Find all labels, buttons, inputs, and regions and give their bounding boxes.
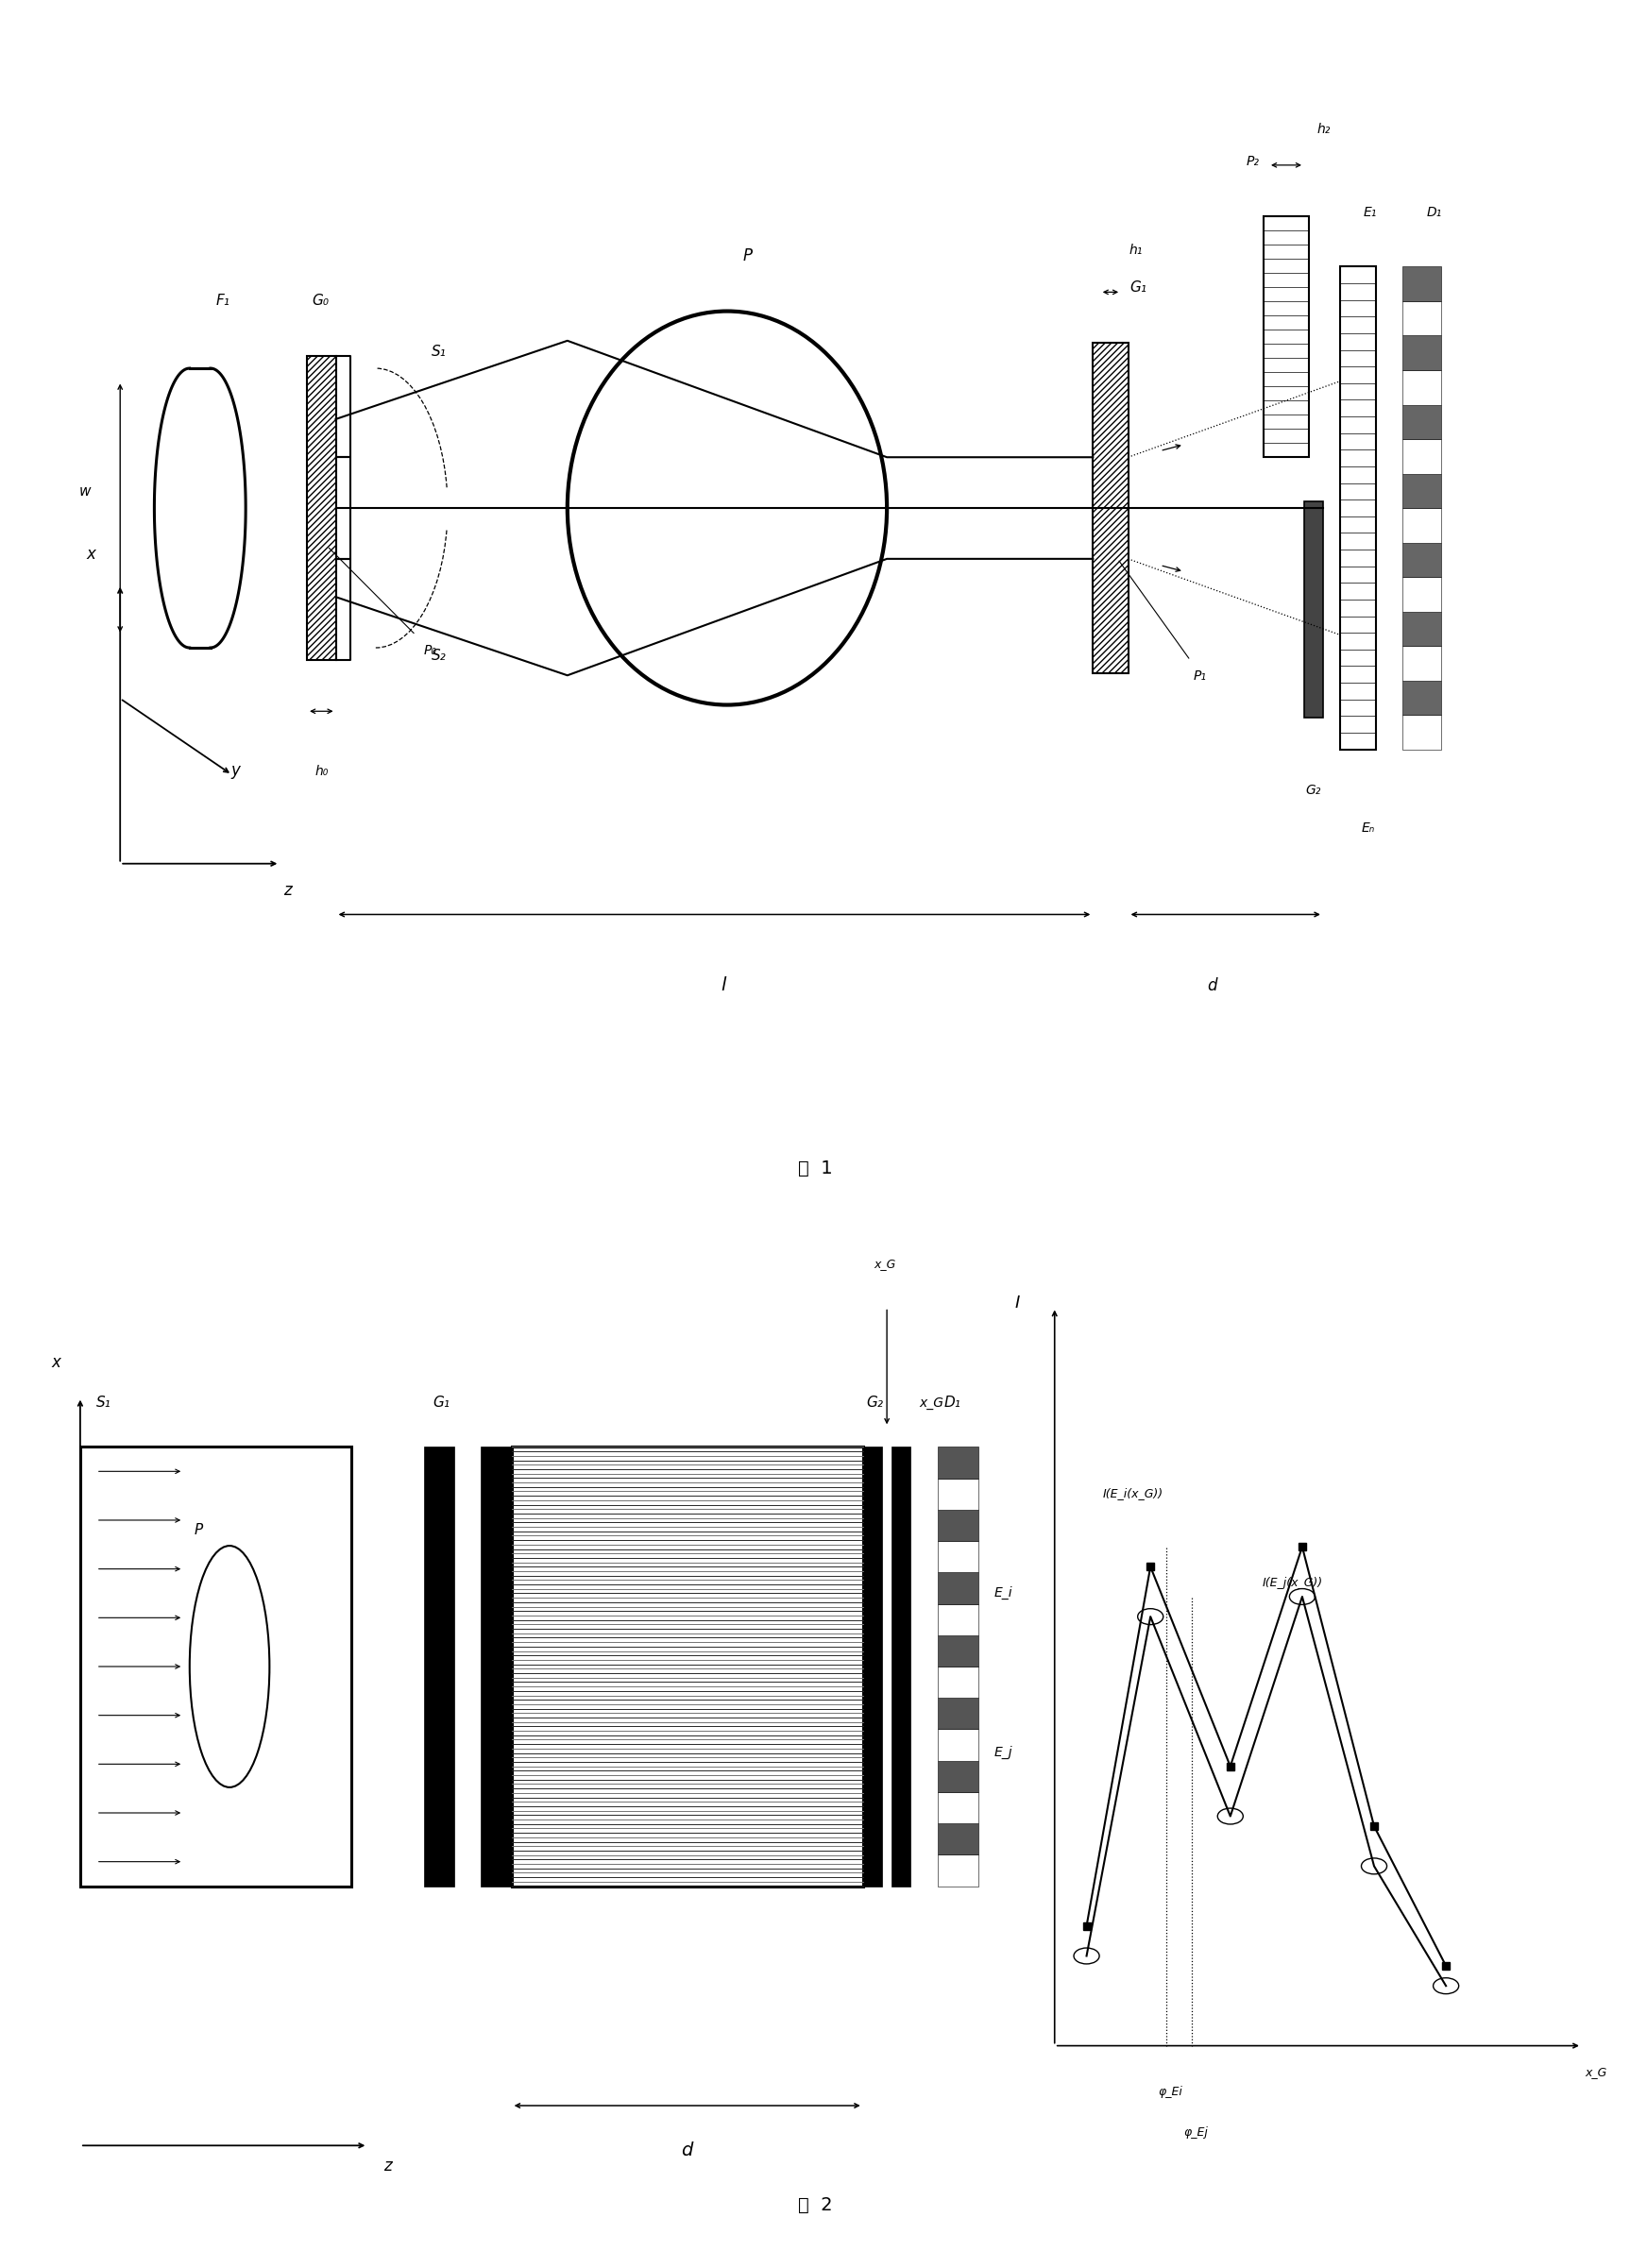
Text: h₁: h₁ <box>1130 243 1143 256</box>
Text: P₀: P₀ <box>424 644 437 658</box>
Bar <box>512 1447 862 1887</box>
Text: S₂: S₂ <box>432 649 447 662</box>
Bar <box>937 1667 978 1699</box>
Text: 图  1: 图 1 <box>797 1159 833 1177</box>
Bar <box>1403 336 1441 370</box>
Text: G₂: G₂ <box>1306 782 1320 796</box>
Bar <box>937 1447 978 1479</box>
Bar <box>1403 680 1441 714</box>
Text: G₁: G₁ <box>1130 281 1146 295</box>
Bar <box>937 1510 978 1540</box>
Text: h₀: h₀ <box>315 764 328 778</box>
Bar <box>892 1447 911 1887</box>
Bar <box>1304 501 1324 717</box>
Text: E_i: E_i <box>994 1585 1012 1599</box>
Text: x: x <box>86 547 96 562</box>
Text: x: x <box>52 1354 60 1370</box>
Text: S₁: S₁ <box>432 345 447 358</box>
Text: x_G: x_G <box>1584 2066 1607 2077</box>
Bar <box>1403 714 1441 748</box>
Text: h₂: h₂ <box>1317 122 1330 136</box>
Bar <box>937 1572 978 1603</box>
Bar <box>937 1728 978 1760</box>
Text: E_j: E_j <box>994 1746 1012 1760</box>
Text: F₁: F₁ <box>215 293 230 308</box>
Text: d: d <box>681 2141 693 2159</box>
Bar <box>1403 612 1441 646</box>
Bar <box>1403 370 1441 404</box>
Text: φ_Ej: φ_Ej <box>1183 2125 1208 2139</box>
Bar <box>1403 404 1441 440</box>
Text: w: w <box>80 483 91 499</box>
Text: I(E_j(x_G)): I(E_j(x_G)) <box>1262 1576 1324 1590</box>
Text: G₁: G₁ <box>432 1395 450 1411</box>
Text: 图  2: 图 2 <box>797 2195 833 2214</box>
Bar <box>937 1603 978 1635</box>
Text: P₁: P₁ <box>1193 669 1206 683</box>
Text: P: P <box>743 247 753 263</box>
Bar <box>80 1447 352 1887</box>
Bar <box>1403 302 1441 336</box>
Text: I: I <box>1014 1295 1020 1311</box>
Bar <box>1403 576 1441 612</box>
Bar <box>937 1855 978 1887</box>
Text: d: d <box>1206 978 1218 993</box>
Text: S₁: S₁ <box>96 1395 111 1411</box>
Bar <box>1340 268 1376 748</box>
Bar <box>937 1699 978 1728</box>
Bar <box>937 1540 978 1572</box>
Bar <box>937 1792 978 1823</box>
Bar <box>1263 215 1309 458</box>
Text: E₁: E₁ <box>1363 206 1376 218</box>
Text: z: z <box>383 2157 391 2175</box>
Text: x_G: x_G <box>919 1397 944 1411</box>
Text: G₂: G₂ <box>866 1395 883 1411</box>
Bar <box>1403 474 1441 508</box>
Bar <box>937 1635 978 1667</box>
Bar <box>1403 542 1441 576</box>
Bar <box>424 1447 455 1887</box>
Bar <box>937 1479 978 1510</box>
Text: D₁: D₁ <box>944 1395 962 1411</box>
Text: I(E_i(x_G)): I(E_i(x_G)) <box>1102 1488 1164 1499</box>
Text: z: z <box>284 882 292 898</box>
Text: G₀: G₀ <box>311 293 329 308</box>
Bar <box>306 356 336 660</box>
Text: φ_Ei: φ_Ei <box>1159 2087 1183 2098</box>
Bar <box>937 1823 978 1855</box>
Text: Eₙ: Eₙ <box>1361 821 1374 835</box>
Bar <box>862 1447 882 1887</box>
Text: P: P <box>194 1524 204 1538</box>
Bar <box>937 1760 978 1792</box>
Bar <box>1403 646 1441 680</box>
Text: y: y <box>230 762 240 778</box>
Text: x_G: x_G <box>874 1259 896 1270</box>
Bar <box>1403 440 1441 474</box>
Bar <box>1403 268 1441 302</box>
Text: l: l <box>720 978 725 993</box>
Text: P₂: P₂ <box>1247 154 1260 168</box>
Bar <box>1094 342 1128 674</box>
Bar <box>481 1447 512 1887</box>
Text: D₁: D₁ <box>1426 206 1443 218</box>
Bar <box>1403 508 1441 542</box>
